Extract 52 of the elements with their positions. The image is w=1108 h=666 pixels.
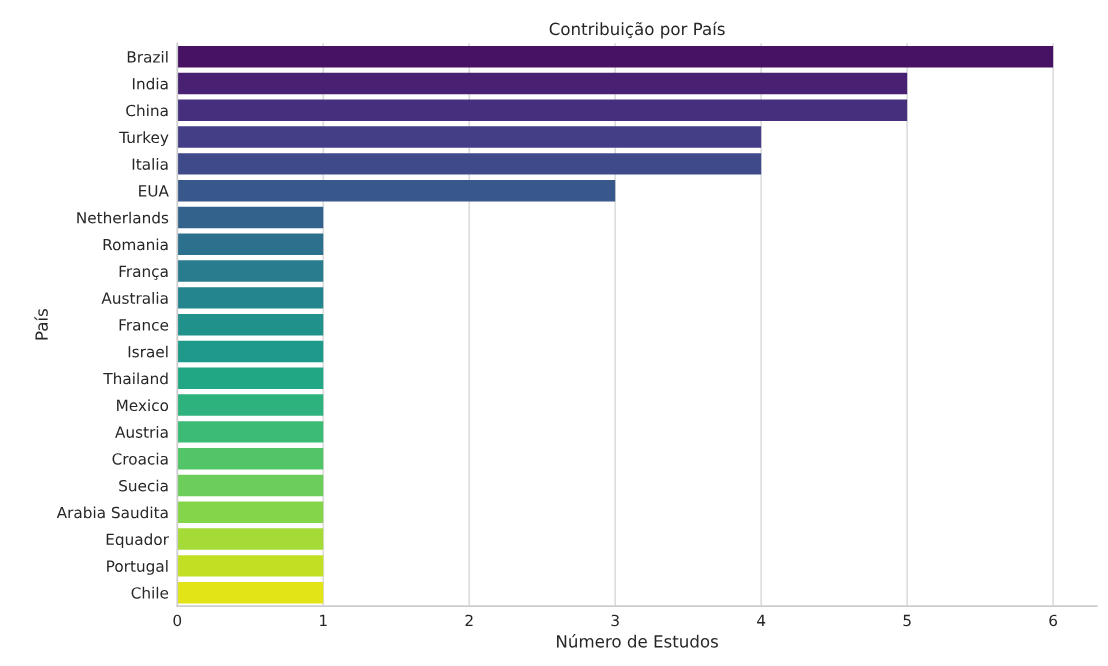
bar — [177, 340, 324, 363]
x-tick-label: 5 — [903, 614, 911, 627]
bar — [177, 260, 324, 282]
bar — [177, 474, 324, 497]
bar — [177, 394, 324, 416]
y-tick-label: Suecia — [119, 479, 168, 492]
bar — [177, 153, 762, 175]
y-tick-label: Brazil — [127, 50, 168, 63]
bar — [177, 126, 762, 148]
bar — [177, 233, 324, 255]
y-tick-label: Croacia — [112, 452, 168, 465]
bar — [177, 447, 324, 470]
bar — [177, 581, 324, 604]
bar — [177, 179, 616, 202]
y-tick-label: Israel — [128, 345, 168, 358]
bar — [177, 99, 908, 122]
y-tick-label: Italia — [132, 158, 168, 170]
bar — [177, 421, 324, 443]
y-tick-label: Austria — [115, 426, 168, 438]
y-tick-label: Arabia Saudita — [56, 506, 168, 519]
x-tick-label: 0 — [173, 614, 182, 627]
y-tick-label: Turkey — [119, 131, 169, 147]
bar — [177, 206, 324, 229]
bar — [177, 367, 324, 389]
y-tick-label: Netherlands — [77, 211, 169, 224]
y-tick-label: França — [119, 265, 168, 280]
x-tick-label: 3 — [611, 614, 619, 627]
x-tick-label: 2 — [465, 614, 473, 626]
bar — [177, 501, 324, 523]
bar — [177, 45, 1054, 68]
y-tick-label: Portugal — [107, 560, 168, 575]
y-tick-label: China — [126, 104, 168, 117]
y-tick-label: France — [119, 319, 169, 331]
x-tick-label: 1 — [320, 614, 327, 626]
y-tick-label: Romania — [103, 238, 168, 251]
bar — [177, 528, 324, 550]
x-tick-label: 6 — [1049, 614, 1058, 627]
x-axis-title: Número de Estudos — [557, 634, 718, 648]
y-axis-title: País — [34, 309, 48, 340]
x-tick-label: 4 — [757, 614, 766, 626]
y-tick-label: EUA — [139, 185, 169, 197]
y-tick-label: Chile — [131, 586, 169, 599]
y-tick-label: Mexico — [117, 399, 169, 412]
y-tick-label: Equador — [106, 533, 169, 549]
y-tick-label: Australia — [101, 292, 168, 304]
bar — [177, 555, 324, 577]
y-tick-label: Thailand — [103, 372, 168, 385]
bar — [177, 72, 908, 95]
y-tick-label: India — [132, 77, 168, 90]
bar — [177, 287, 324, 309]
chart-title: Contribuição por País — [549, 21, 725, 39]
bar — [177, 313, 324, 336]
